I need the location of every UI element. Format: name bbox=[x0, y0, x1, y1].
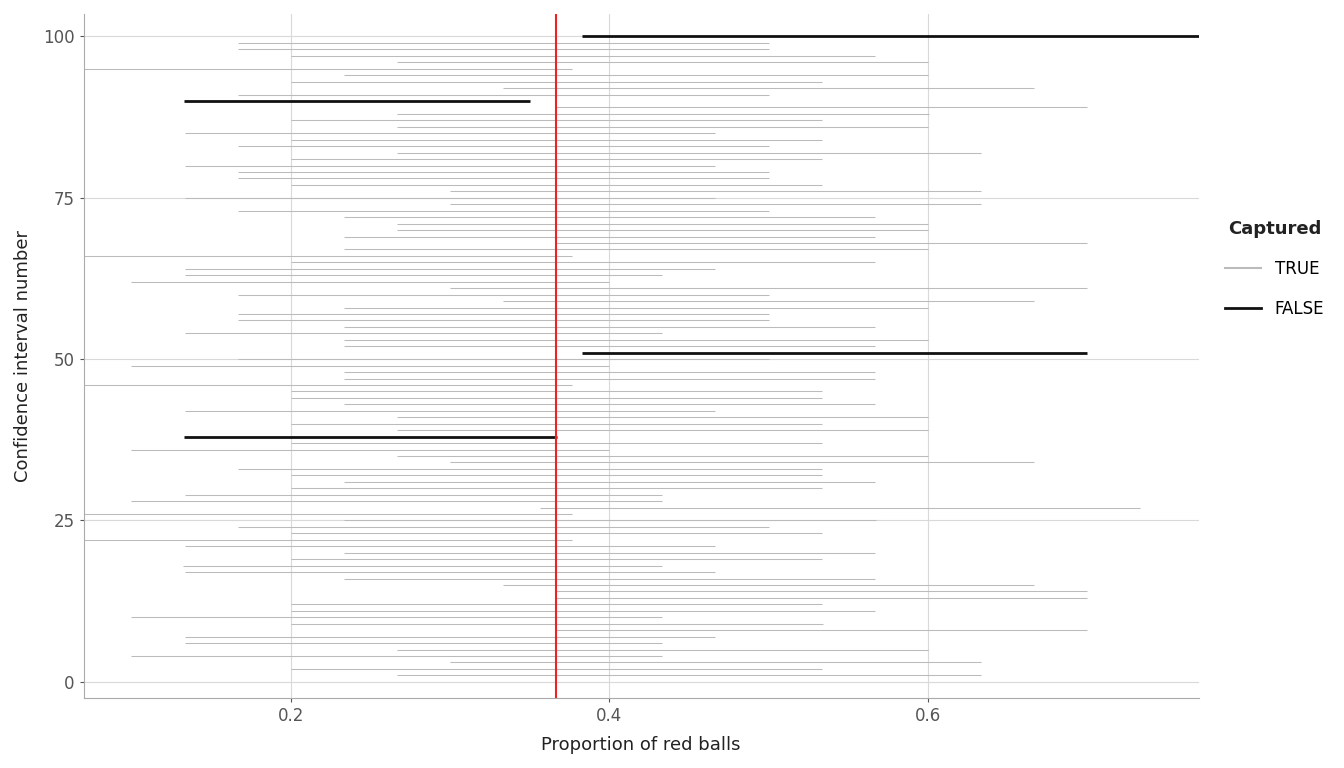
X-axis label: Proportion of red balls: Proportion of red balls bbox=[542, 736, 741, 754]
Legend: TRUE, FALSE: TRUE, FALSE bbox=[1218, 214, 1331, 324]
Y-axis label: Confidence interval number: Confidence interval number bbox=[13, 230, 32, 482]
